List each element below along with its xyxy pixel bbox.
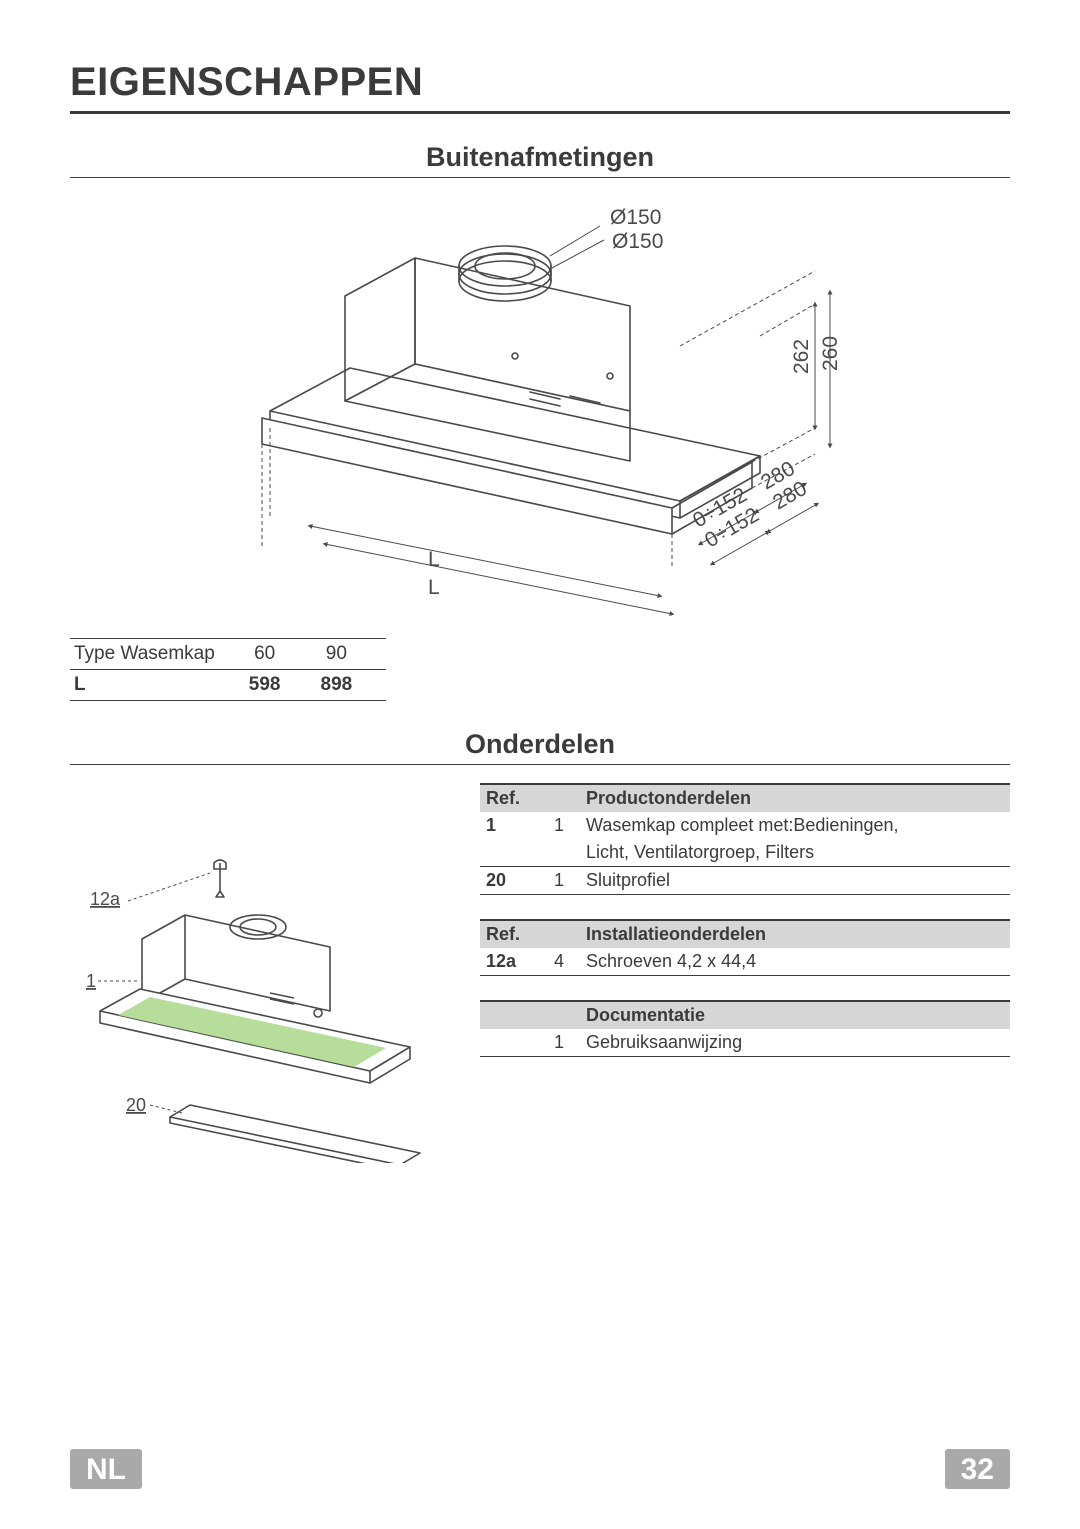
page-footer: NL 32 — [70, 1449, 1010, 1489]
pp-r0-ref: 1 — [480, 812, 538, 839]
pp-r0-d2: Licht, Ventilatorgroep, Filters — [580, 839, 1010, 867]
doc-r0-qty: 1 — [538, 1029, 580, 1057]
section-dimensions-heading: Buitenafmetingen — [70, 142, 1010, 178]
dim-label-diam-bottom: Ø150 — [612, 230, 663, 253]
install-parts-table: Ref. Installatieonderdelen 12a 4 Schroev… — [480, 919, 1010, 976]
dim-table-r2: 898 — [315, 670, 387, 701]
doc-r0-desc: Gebruiksaanwijzing — [580, 1029, 1010, 1057]
pp-r1-ref: 20 — [480, 867, 538, 895]
ip-head-ref: Ref. — [480, 921, 538, 948]
dim-table-r1: 598 — [243, 670, 315, 701]
dim-table-h0: Type Wasemkap — [70, 639, 243, 670]
section-components-heading: Onderdelen — [70, 729, 1010, 765]
pp-r1-d1: Sluitprofiel — [580, 867, 1010, 895]
product-parts-table: Ref. Productonderdelen 1 1 Wasemkap comp… — [480, 783, 1010, 895]
comp-label-20: 20 — [126, 1095, 146, 1115]
dim-label-L1: L — [428, 548, 440, 571]
dimensions-figure: Ø150 Ø150 260 262 280 280 0÷152 0÷152 L … — [200, 196, 880, 626]
page-number-badge: 32 — [945, 1449, 1010, 1489]
documentation-table: Documentatie 1 Gebruiksaanwijzing — [480, 1000, 1010, 1057]
lang-badge: NL — [70, 1449, 142, 1489]
pp-r0-d1: Wasemkap compleet met:Bedieningen, — [580, 812, 1010, 839]
pp-r1-qty: 1 — [538, 867, 580, 895]
dim-table-r0: L — [70, 670, 243, 701]
pp-head-ref: Ref. — [480, 785, 538, 812]
components-figure: 12a 1 20 — [70, 843, 440, 1163]
dim-label-h-outer: 260 — [819, 336, 842, 371]
dim-label-diam-top: Ø150 — [610, 206, 661, 229]
ip-r0-desc: Schroeven 4,2 x 44,4 — [580, 948, 1010, 976]
ip-r0-ref: 12a — [480, 948, 538, 976]
dimensions-table: Type Wasemkap 60 90 L 598 898 — [70, 638, 386, 701]
dim-table-h2: 90 — [315, 639, 387, 670]
comp-label-1: 1 — [86, 971, 96, 991]
pp-r0-qty: 1 — [538, 812, 580, 839]
dim-table-h1: 60 — [243, 639, 315, 670]
page-title: EIGENSCHAPPEN — [70, 60, 1010, 114]
dim-label-L2: L — [428, 576, 440, 599]
pp-head-title: Productonderdelen — [580, 785, 1010, 812]
comp-label-12a: 12a — [90, 889, 121, 909]
ip-head-title: Installatieonderdelen — [580, 921, 1010, 948]
doc-head-title: Documentatie — [580, 1002, 1010, 1029]
ip-r0-qty: 4 — [538, 948, 580, 976]
dim-label-h-inner: 262 — [790, 339, 813, 374]
